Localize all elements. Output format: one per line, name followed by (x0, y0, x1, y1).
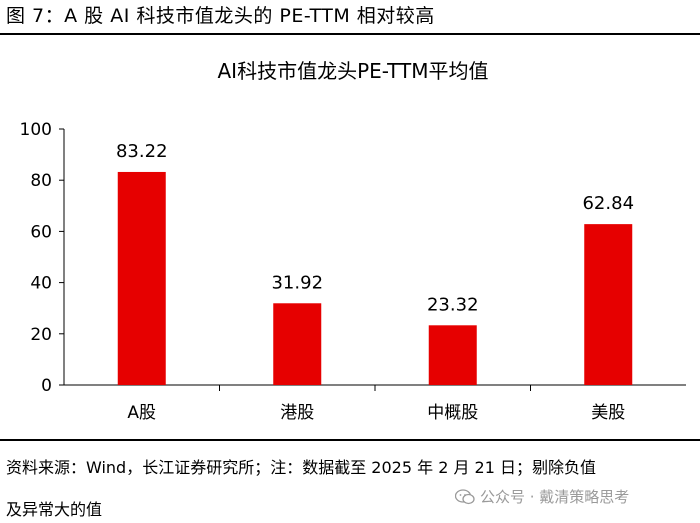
bar (117, 171, 166, 385)
top-rule (0, 33, 700, 35)
bar-chart: AI科技市值龙头PE-TTM平均值 0 20 40 60 80 100 A股 港股 中概股 美股… (20, 59, 686, 423)
wechat-icon (455, 488, 475, 504)
y-tick-label: 0 (41, 376, 52, 396)
y-tick-label: 60 (30, 222, 52, 242)
x-category-label: 中概股 (427, 403, 478, 423)
figure-caption: 图 7：A 股 AI 科技市值龙头的 PE-TTM 相对较高 (6, 5, 435, 27)
chart-title: AI科技市值龙头PE-TTM平均值 (218, 59, 489, 83)
bar-value-label: 62.84 (582, 193, 634, 214)
y-axis: 0 20 40 60 80 100 (20, 120, 65, 396)
y-tick-label: 40 (30, 274, 52, 294)
bar (584, 224, 633, 385)
bar (428, 325, 477, 385)
x-category-label: 港股 (280, 403, 314, 423)
bar-value-label: 23.32 (427, 294, 479, 315)
bar-value-label: 31.92 (271, 272, 323, 293)
x-axis: A股 港股 中概股 美股 (64, 384, 686, 423)
x-category-label: A股 (127, 403, 156, 423)
bar (273, 303, 322, 385)
value-labels: 83.22 31.92 23.32 62.84 (116, 141, 634, 315)
y-tick-label: 20 (30, 325, 52, 345)
bar-value-label: 83.22 (116, 141, 168, 162)
watermark: 公众号 · 戴清策略思考 (455, 486, 630, 507)
bars (117, 171, 633, 385)
y-tick-label: 80 (30, 171, 52, 191)
watermark-text: 公众号 · 戴清策略思考 (480, 488, 630, 506)
x-category-label: 美股 (591, 403, 625, 423)
y-tick-label: 100 (20, 120, 52, 140)
bottom-rule (0, 439, 700, 441)
source-note: 资料来源：Wind，长江证券研究所；注：数据截至 2025 年 2 月 21 日… (6, 458, 596, 477)
source-note-continued: 及异常大的值 (6, 500, 103, 519)
